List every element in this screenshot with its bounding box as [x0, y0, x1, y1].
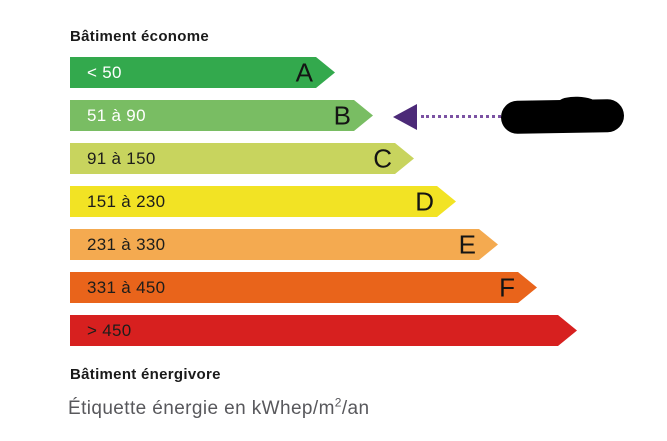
rating-indicator-arrow-icon: [393, 104, 417, 130]
energy-letter-d: D: [415, 185, 434, 216]
top-scale-label: Bâtiment économe: [70, 28, 209, 45]
energy-range-f: 331 à 450: [87, 277, 166, 297]
redacted-value: [500, 96, 625, 135]
chart-caption: Étiquette énergie en kWhep/m2/an: [68, 395, 370, 420]
energy-letter-e: E: [458, 228, 476, 259]
caption-prefix: Étiquette énergie en kWhep/m: [68, 398, 335, 419]
indicator-dotted-line: [421, 115, 501, 118]
energy-letter-c: C: [373, 142, 392, 173]
energy-bar-f: 331 à 450 F: [70, 272, 537, 303]
energy-letter-f: F: [499, 271, 515, 302]
energy-range-a: < 50: [87, 62, 122, 82]
bottom-scale-label: Bâtiment énergivore: [70, 366, 221, 383]
caption-suffix: /an: [341, 398, 370, 419]
energy-bar-b: 51 à 90 B: [70, 100, 373, 131]
caption-superscript: 2: [334, 395, 342, 410]
energy-bar-e: 231 à 330 E: [70, 229, 498, 260]
energy-range-d: 151 à 230: [87, 191, 166, 211]
energy-bar-g: > 450: [70, 315, 577, 346]
energy-bar-c: 91 à 150 C: [70, 143, 414, 174]
energy-letter-b: B: [333, 99, 351, 130]
energy-range-b: 51 à 90: [87, 105, 146, 125]
energy-range-g: > 450: [87, 320, 132, 340]
energy-bar-a: < 50 A: [70, 57, 335, 88]
redacted-value-bump: [558, 96, 597, 110]
energy-range-e: 231 à 330: [87, 234, 166, 254]
energy-bar-d: 151 à 230 D: [70, 186, 456, 217]
energy-letter-a: A: [295, 56, 313, 87]
energy-range-c: 91 à 150: [87, 148, 156, 168]
